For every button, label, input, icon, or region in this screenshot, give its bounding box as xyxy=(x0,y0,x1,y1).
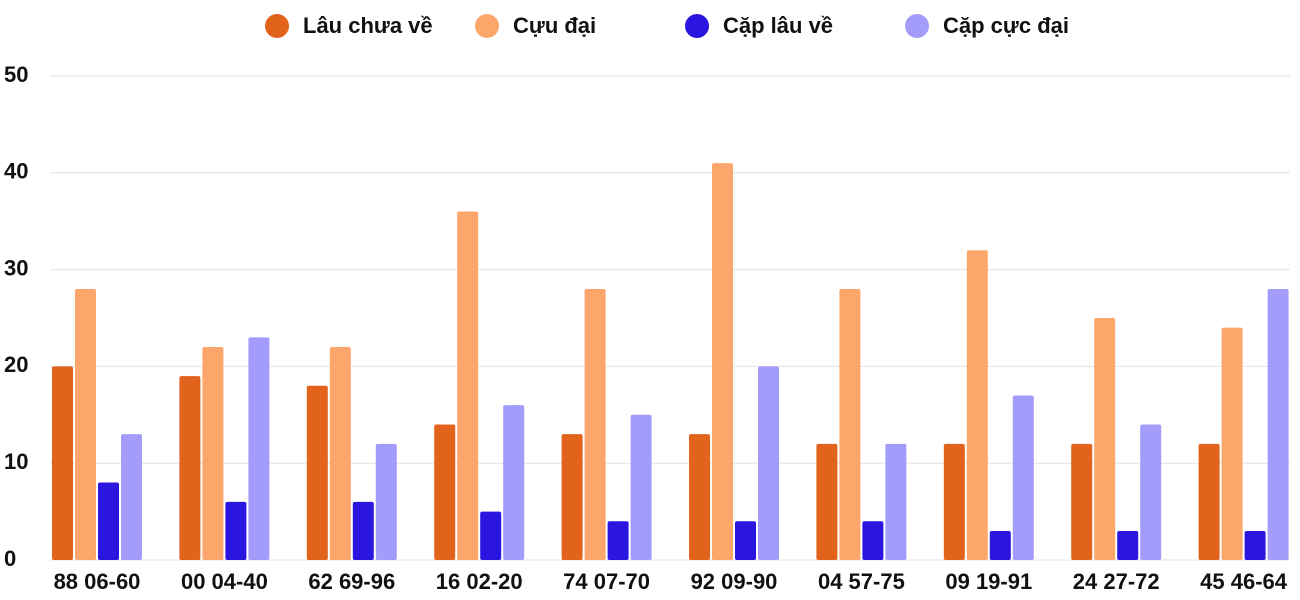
x-tick-label: 62 69-96 xyxy=(308,569,395,594)
bar xyxy=(503,405,525,560)
bar xyxy=(1012,395,1034,560)
bar xyxy=(689,434,710,560)
bar xyxy=(52,366,73,560)
bar xyxy=(630,414,652,560)
legend-label: Cặp lâu về xyxy=(723,13,833,38)
bar xyxy=(75,288,96,560)
bar xyxy=(735,521,756,560)
legend-marker xyxy=(475,14,499,38)
legend-marker xyxy=(905,14,929,38)
bar xyxy=(607,521,629,560)
x-tick-label: 04 57-75 xyxy=(818,569,905,594)
bar xyxy=(816,443,838,560)
x-tick-label: 00 04-40 xyxy=(181,569,268,594)
legend-label: Lâu chưa về xyxy=(303,13,433,38)
bar xyxy=(121,434,142,560)
x-tick-label: 16 02-20 xyxy=(436,569,523,594)
x-tick-label: 09 19-91 xyxy=(945,569,1032,594)
bar xyxy=(352,501,374,560)
bar xyxy=(225,501,247,560)
x-tick-label: 92 09-90 xyxy=(691,569,778,594)
y-tick-label: 30 xyxy=(4,255,28,280)
bar xyxy=(712,163,733,560)
bar xyxy=(375,443,397,560)
bar xyxy=(306,385,328,560)
legend-marker xyxy=(265,14,289,38)
bar xyxy=(329,347,351,560)
bar xyxy=(202,347,224,560)
y-tick-label: 50 xyxy=(4,62,28,87)
y-tick-label: 20 xyxy=(4,352,28,377)
x-tick-label: 24 27-72 xyxy=(1073,569,1160,594)
bar xyxy=(1198,443,1220,560)
x-tick-label: 45 46-64 xyxy=(1200,569,1288,594)
bar xyxy=(480,511,502,560)
y-tick-label: 40 xyxy=(4,159,28,184)
bar xyxy=(248,337,270,560)
bar xyxy=(885,443,907,560)
x-tick-label: 74 07-70 xyxy=(563,569,650,594)
bar xyxy=(1267,288,1289,560)
y-tick-label: 0 xyxy=(4,546,16,571)
x-tick-label: 88 06-60 xyxy=(54,569,141,594)
y-tick-label: 10 xyxy=(4,449,28,474)
bar xyxy=(1117,530,1139,560)
bar xyxy=(561,434,583,560)
bar xyxy=(862,521,884,560)
bar xyxy=(584,288,606,560)
bar xyxy=(457,211,479,560)
bar xyxy=(179,376,201,560)
bar xyxy=(839,288,861,560)
bar xyxy=(1140,424,1162,560)
legend-marker xyxy=(685,14,709,38)
legend-label: Cựu đại xyxy=(513,13,596,38)
bar xyxy=(434,424,456,560)
bar xyxy=(1244,530,1266,560)
bar xyxy=(943,443,965,560)
bar xyxy=(758,366,779,560)
bar xyxy=(966,250,988,561)
legend-label: Cặp cực đại xyxy=(943,13,1069,38)
bar xyxy=(989,530,1011,560)
bar xyxy=(1071,443,1093,560)
bar xyxy=(98,482,119,560)
bar xyxy=(1221,327,1243,560)
bar xyxy=(1094,318,1116,560)
